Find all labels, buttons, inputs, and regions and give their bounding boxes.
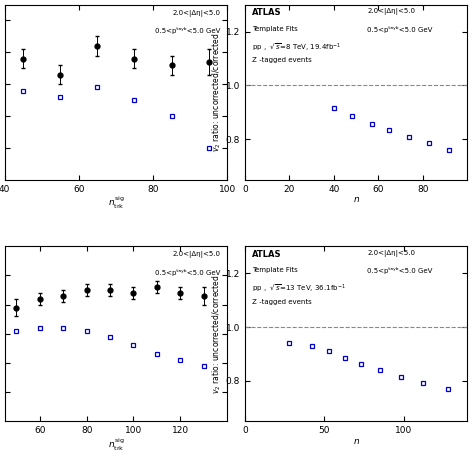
Text: Template Fits: Template Fits [252,267,297,273]
X-axis label: $n^{\rm sig}_{\rm trk}$: $n^{\rm sig}_{\rm trk}$ [108,195,124,211]
Text: 2.0<|Δη|<5.0: 2.0<|Δη|<5.0 [172,10,220,17]
Text: 0.5<pᵗᵃʸᵇ<5.0 GeV: 0.5<pᵗᵃʸᵇ<5.0 GeV [367,267,432,274]
Text: 2.0<|Δη|<5.0: 2.0<|Δη|<5.0 [172,251,220,258]
Text: 2.0<|Δη|<5.0: 2.0<|Δη|<5.0 [367,250,415,257]
Y-axis label: $v_2$ ratio: uncorrected/corrected: $v_2$ ratio: uncorrected/corrected [211,32,223,152]
Text: Z -tagged events: Z -tagged events [252,299,312,305]
Text: pp ,  $\sqrt{s}$=13 TeV, 36.1fb$^{-1}$: pp , $\sqrt{s}$=13 TeV, 36.1fb$^{-1}$ [252,283,346,295]
X-axis label: $n^{\rm sig}_{\rm trk}$: $n^{\rm sig}_{\rm trk}$ [108,436,124,453]
X-axis label: $n$: $n$ [353,436,360,446]
Text: pp ,  $\sqrt{s}$=8 TeV, 19.4fb$^{-1}$: pp , $\sqrt{s}$=8 TeV, 19.4fb$^{-1}$ [252,41,341,54]
Text: ATLAS: ATLAS [252,8,281,17]
Text: ATLAS: ATLAS [252,250,281,259]
Y-axis label: $v_2$ ratio: uncorrected/corrected: $v_2$ ratio: uncorrected/corrected [211,274,223,394]
X-axis label: $n$: $n$ [353,195,360,204]
Text: 0.5<pᵗᵃʸᵇ<5.0 GeV: 0.5<pᵗᵃʸᵇ<5.0 GeV [155,269,220,276]
Text: 0.5<pᵗᵃʸᵇ<5.0 GeV: 0.5<pᵗᵃʸᵇ<5.0 GeV [367,26,432,33]
Text: Z -tagged events: Z -tagged events [252,57,312,63]
Text: Template Fits: Template Fits [252,26,297,32]
Text: 0.5<pᵗᵃʸᵇ<5.0 GeV: 0.5<pᵗᵃʸᵇ<5.0 GeV [155,27,220,34]
Text: 2.0<|Δη|<5.0: 2.0<|Δη|<5.0 [367,8,415,15]
